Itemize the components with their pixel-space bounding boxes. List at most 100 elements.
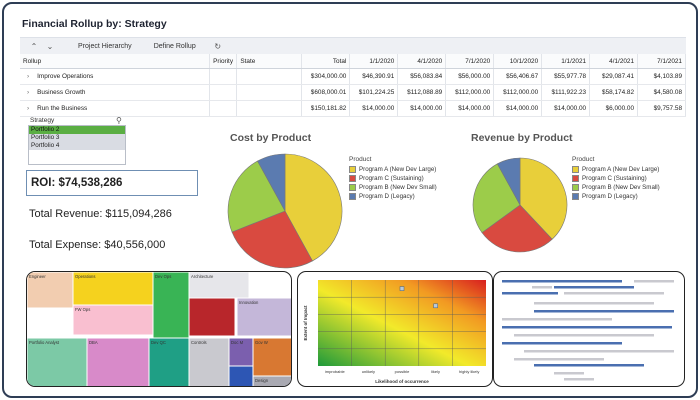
value-cell: $56,406.67: [494, 69, 543, 84]
gantt-bar[interactable]: [554, 286, 634, 289]
treemap-tile[interactable]: [188, 337, 230, 387]
total-revenue: Total Revenue: $115,094,286: [29, 208, 172, 220]
filter-option-portfolio-3[interactable]: Portfolio 3: [29, 134, 125, 142]
cost-pie-chart: [227, 153, 343, 269]
column-header-rollup[interactable]: Rollup: [20, 54, 211, 68]
cost-legend-item: Program B (New Dev Small): [349, 184, 437, 191]
treemap-tile[interactable]: [188, 272, 250, 299]
value-cell: $112,088.89: [398, 85, 447, 100]
treemap-tile[interactable]: [27, 337, 88, 387]
cost-legend-item: Program D (Legacy): [349, 193, 415, 200]
column-header-period[interactable]: 4/1/2020: [398, 54, 447, 68]
treemap-tiles: Engineer Operations FW Ops Dev Ops Architect…: [27, 272, 292, 387]
treemap-tile-label: Controls: [191, 340, 207, 345]
filter-option-portfolio-2[interactable]: Portfolio 2: [29, 126, 125, 134]
risk-marker[interactable]: [399, 286, 405, 291]
column-header-state[interactable]: State: [237, 54, 303, 68]
column-header-period[interactable]: 10/1/2020: [494, 54, 543, 68]
state-cell: [237, 69, 303, 84]
value-cell: $111,922.23: [542, 85, 591, 100]
pie-slice[interactable]: [231, 210, 313, 269]
pie-slice[interactable]: [472, 163, 521, 234]
rollup-name-cell: › Run the Business: [20, 101, 211, 116]
pie-slice[interactable]: [496, 157, 521, 206]
gantt-bar[interactable]: [564, 292, 664, 295]
gantt-bar[interactable]: [532, 286, 552, 289]
value-cell: $56,000.00: [446, 69, 495, 84]
column-header-period[interactable]: 7/1/2020: [446, 54, 495, 68]
treemap-tile[interactable]: [148, 337, 190, 387]
value-cell: $112,000.00: [446, 85, 495, 100]
risk-heatmap: improbable unlikely possible likely highly l…: [303, 280, 486, 384]
pie-slice[interactable]: [284, 153, 343, 262]
pie-slice[interactable]: [257, 153, 286, 212]
treemap-tile[interactable]: [152, 272, 190, 339]
column-header-period[interactable]: 1/1/2021: [542, 54, 591, 68]
treemap-tile[interactable]: [228, 365, 254, 387]
value-cell: $46,390.91: [350, 69, 399, 84]
risk-marker[interactable]: [433, 303, 438, 309]
table-row[interactable]: › Run the Business $150,181.82 $14,000.00…: [20, 101, 686, 117]
gantt-bar[interactable]: [502, 318, 612, 321]
pie-slice[interactable]: [227, 160, 286, 233]
legend-label: Program C (Sustaining): [582, 175, 647, 182]
treemap-tile-label: Portfolio Analyst: [29, 340, 60, 345]
value-cell: $29,087.41: [590, 69, 639, 84]
gantt-bar[interactable]: [524, 350, 674, 353]
column-header-period[interactable]: 4/1/2021: [590, 54, 639, 68]
gantt-bar[interactable]: [514, 358, 604, 361]
table-row[interactable]: › Business Growth $608,000.01 $101,224.25…: [20, 85, 686, 101]
gantt-bar[interactable]: [502, 342, 622, 345]
double-chevron-down-icon[interactable]: ⌄: [46, 41, 54, 51]
refresh-icon[interactable]: ↻: [214, 41, 222, 51]
double-chevron-up-icon[interactable]: ⌃: [30, 41, 38, 51]
gantt-bar[interactable]: [514, 334, 654, 337]
state-cell: [237, 101, 303, 116]
gantt-bar[interactable]: [534, 302, 654, 305]
treemap-tile-label: Gov W: [255, 340, 268, 345]
chevron-right-icon[interactable]: ›: [27, 89, 30, 96]
risk-heatmap-panel: improbable unlikely possible likely highly l…: [297, 271, 493, 387]
pie-slice[interactable]: [519, 157, 568, 240]
table-row[interactable]: › Improve Operations $304,000.00 $46,390.…: [20, 69, 686, 85]
heatmap-grid: [318, 280, 486, 366]
gantt-bar[interactable]: [554, 372, 584, 375]
gantt-bar[interactable]: [564, 378, 594, 381]
gantt-bar[interactable]: [502, 326, 672, 329]
heatmap-x-tick: possible: [395, 369, 410, 374]
treemap-tile[interactable]: [236, 297, 292, 337]
value-cell: $150,181.82: [302, 101, 351, 116]
column-header-total[interactable]: Total: [302, 54, 351, 68]
gantt-bar[interactable]: [534, 364, 644, 367]
cost-legend-title: Product: [349, 156, 372, 163]
heatmap-x-ticks: improbable unlikely possible likely highly l…: [325, 369, 480, 374]
gantt-bar[interactable]: [502, 292, 558, 295]
treemap-tile[interactable]: [188, 297, 236, 337]
pie-slice[interactable]: [481, 204, 553, 253]
strategy-filter-list[interactable]: Portfolio 2 Portfolio 3 Portfolio 4: [28, 125, 126, 165]
define-rollup-button[interactable]: Define Rollup: [153, 42, 196, 50]
heatmap-x-tick: likely: [431, 369, 440, 374]
treemap-tile[interactable]: [252, 375, 292, 387]
chevron-right-icon[interactable]: ›: [27, 105, 30, 112]
roi-value: ROI: $74,538,286: [31, 177, 123, 189]
value-cell: $14,000.00: [446, 101, 495, 116]
chevron-right-icon[interactable]: ›: [27, 73, 30, 80]
treemap-tile[interactable]: [72, 304, 154, 336]
gantt-bar[interactable]: [534, 310, 674, 313]
value-cell: $101,224.25: [350, 85, 399, 100]
gantt-bar[interactable]: [502, 280, 622, 283]
gantt-bar[interactable]: [634, 280, 674, 283]
resource-treemap-panel: Engineer Operations FW Ops Dev Ops Architect…: [26, 271, 292, 387]
column-header-priority[interactable]: Priority: [210, 54, 238, 68]
treemap-tile[interactable]: [86, 337, 150, 387]
project-hierarchy-button[interactable]: Project Hierarchy: [78, 42, 132, 50]
column-header-period[interactable]: 7/1/2021: [638, 54, 686, 68]
search-icon[interactable]: ⚲: [116, 116, 122, 125]
legend-label: Program A (New Dev Large): [359, 166, 437, 173]
treemap-tile-label: Doc M: [231, 340, 244, 345]
filter-option-portfolio-4[interactable]: Portfolio 4: [29, 142, 125, 150]
legend-swatch: [349, 193, 356, 200]
revenue-legend-item: Program D (Legacy): [572, 193, 638, 200]
column-header-period[interactable]: 1/1/2020: [350, 54, 399, 68]
